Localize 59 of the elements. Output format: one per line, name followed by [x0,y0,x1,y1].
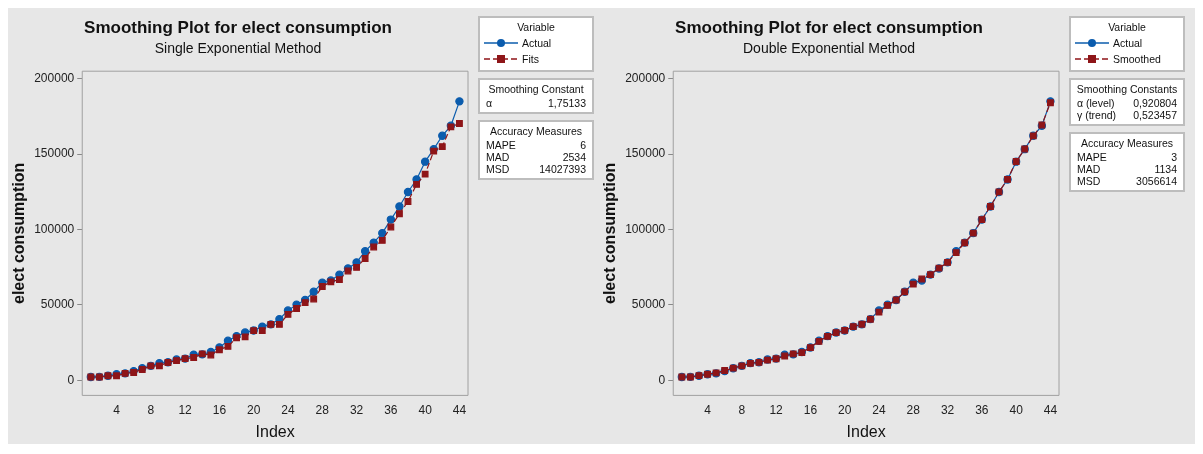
legend-label: Smoothed [1113,53,1161,65]
chart-title: Smoothing Plot for elect consumption [84,17,392,37]
y-tick-label: 150000 [625,146,666,161]
x-tick-label: 4 [704,402,712,417]
x-tick-label: 32 [940,402,955,417]
x-tick-label: 24 [872,402,886,417]
x-tick-label: 44 [452,402,467,417]
legend-label: Actual [522,37,552,49]
text: Smoothing Constants [1075,83,1179,95]
x-tick-label: 28 [315,402,330,417]
x-tick-label: 40 [1009,402,1024,417]
x-tick-label: 8 [738,402,746,417]
text: MAD 1134 [1077,163,1177,175]
y-tick-label: 100000 [625,221,666,236]
chart-title: Smoothing Plot for elect consumption [675,17,983,37]
x-tick-label: 4 [113,402,121,417]
x-tick-label: 44 [1043,402,1058,417]
chart-subtitle: Double Exponential Method [742,39,916,56]
text: MAPE 3 [1077,151,1177,163]
chart-subtitle: Single Exponential Method [154,39,322,56]
y-tick-label: 200000 [34,71,75,86]
legend-label: Fits [522,53,539,65]
x-tick-label: 16 [212,402,227,417]
x-axis-title: Index [255,422,295,440]
y-axis-title: elect consumption [10,162,28,304]
text: Accuracy Measures [1079,137,1175,149]
y-tick-label: 50000 [40,297,75,312]
x-tick-label: 36 [384,402,398,417]
x-tick-label: 28 [906,402,921,417]
x-axis-title: Index [846,422,886,440]
x-tick-label: 24 [281,402,295,417]
text: MSD 3056614 [1077,175,1177,187]
x-tick-label: 20 [247,402,261,417]
text: MAD 2534 [486,151,586,163]
x-tick-label: 12 [769,402,784,417]
legend-title: Variable [516,21,556,33]
text: γ (trend) 0,523457 [1077,109,1177,121]
text: MAPE 6 [486,139,586,151]
y-tick-label: 0 [658,372,666,387]
text: Smoothing Constant [487,83,585,95]
x-tick-label: 8 [147,402,155,417]
y-tick-label: 0 [67,372,75,387]
legend-title: Variable [1107,21,1147,33]
legend-label: Actual [1113,37,1143,49]
y-tick-label: 200000 [625,71,666,86]
y-tick-label: 50000 [631,297,666,312]
x-tick-label: 36 [975,402,989,417]
x-tick-label: 32 [349,402,364,417]
text: MSD 14027393 [486,163,586,175]
text: α (level) 0,920804 [1077,97,1177,109]
y-tick-label: 100000 [34,221,75,236]
x-tick-label: 40 [418,402,433,417]
x-tick-label: 16 [803,402,818,417]
x-tick-label: 20 [838,402,852,417]
y-axis-title: elect consumption [601,162,619,304]
text: Accuracy Measures [488,125,584,137]
x-tick-label: 12 [178,402,193,417]
text: α 1,75133 [486,97,586,109]
y-tick-label: 150000 [34,146,75,161]
